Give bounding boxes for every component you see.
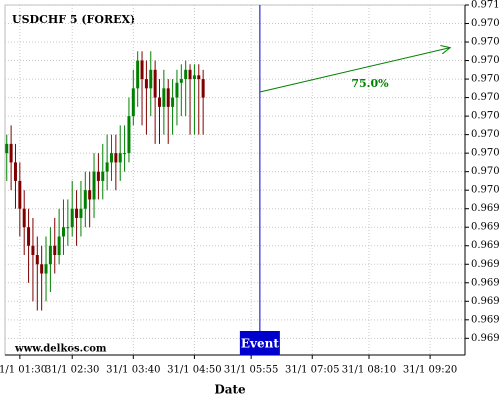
candle-body	[70, 208, 74, 228]
candle-body	[48, 245, 52, 265]
candle-body	[79, 208, 83, 218]
candle-body	[123, 153, 127, 155]
x-tick-label: 31/1 05:55	[224, 365, 278, 376]
y-tick-label: 0.9693	[471, 314, 500, 325]
candle-body	[13, 162, 17, 181]
y-tick-label: 0.9699	[471, 203, 500, 214]
x-tick-label: 31/1 04:50	[167, 365, 221, 376]
x-tick-label: 31/1 02:30	[45, 365, 99, 376]
candle-body	[18, 180, 22, 209]
y-tick-label: 0.9707	[471, 55, 500, 66]
candle-body	[88, 190, 92, 200]
candle-body	[92, 171, 96, 200]
candle-body	[44, 264, 48, 274]
candle-body	[127, 116, 131, 154]
candle-body	[131, 88, 135, 117]
candle-body	[192, 75, 196, 80]
y-tick-label: 0.9697	[471, 240, 500, 251]
candle-body	[201, 79, 205, 98]
candle-body	[53, 245, 57, 255]
candle-body	[22, 208, 26, 228]
chart-title: USDCHF 5 (FOREX)	[12, 13, 135, 26]
candle-body	[105, 162, 109, 172]
y-tick-label: 0.9696	[471, 259, 500, 270]
candle-body	[188, 69, 192, 80]
x-tick-label: 31/1 07:05	[285, 365, 339, 376]
y-tick-label: 0.9692	[471, 333, 500, 344]
y-tick-label: 0.9694	[471, 296, 500, 307]
candle-body	[66, 227, 70, 229]
x-tick-label: 31/1 01:30	[0, 365, 47, 376]
arrow-head	[440, 44, 452, 55]
watermark: www.delkos.com	[14, 344, 107, 355]
candle-body	[179, 79, 183, 83]
candle-body	[101, 171, 105, 181]
y-tick-label: 0.9698	[471, 222, 500, 233]
candle-body	[197, 75, 201, 80]
candle-body	[118, 153, 122, 163]
y-tick-label: 0.9703	[471, 129, 500, 140]
candle-body	[149, 69, 153, 89]
candle-body	[5, 143, 9, 154]
y-tick-label: 0.9706	[471, 74, 500, 85]
candle-body	[171, 97, 175, 107]
y-tick-label: 0.9708	[471, 37, 500, 48]
candle-body	[96, 171, 100, 181]
candle-body	[9, 143, 13, 163]
x-tick-label: 31/1 08:10	[342, 365, 396, 376]
y-tick-label: 0.9702	[471, 148, 500, 159]
candle-body	[109, 153, 113, 163]
forecast-arrow	[259, 47, 451, 93]
event-box	[239, 331, 280, 355]
candle-body	[166, 88, 170, 107]
candle-body	[27, 227, 31, 246]
candle-body	[114, 153, 118, 163]
x-axis-title: Date	[214, 383, 246, 397]
candle-body	[57, 236, 61, 255]
candle-body	[31, 245, 35, 255]
candle-body	[175, 82, 179, 98]
candle-body	[140, 60, 144, 80]
candle-body	[153, 69, 157, 98]
candle-body	[136, 60, 140, 89]
y-tick-label: 0.9710	[471, 0, 500, 11]
candle-body	[83, 190, 87, 209]
candle-body	[75, 208, 79, 218]
x-tick-label: 31/1 09:20	[403, 365, 457, 376]
y-tick-label: 0.9709	[471, 18, 500, 29]
y-tick-label: 0.9701	[471, 166, 500, 177]
candle-body	[157, 97, 161, 107]
candle-body	[40, 264, 44, 274]
candle-body	[162, 88, 166, 107]
candle-body	[35, 255, 39, 265]
candle-body	[184, 69, 188, 80]
candle-body	[61, 227, 65, 237]
candle-body	[144, 79, 148, 89]
event-label: Event	[241, 337, 279, 351]
y-tick-label: 0.9704	[471, 111, 500, 122]
y-tick-label: 0.9705	[471, 92, 500, 103]
y-tick-label: 0.9695	[471, 277, 500, 288]
forecast-label: 75.0%	[351, 77, 389, 90]
x-tick-label: 31/1 03:40	[106, 365, 160, 376]
